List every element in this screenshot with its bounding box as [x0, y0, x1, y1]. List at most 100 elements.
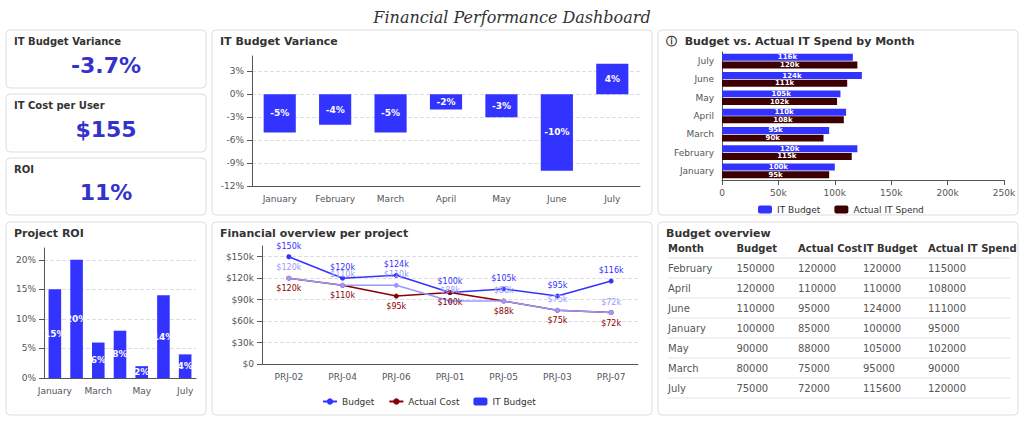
svg-text:$88k: $88k	[440, 286, 460, 295]
svg-text:$88k: $88k	[494, 307, 514, 316]
svg-text:PRJ-06: PRJ-06	[382, 372, 411, 382]
svg-text:110000: 110000	[863, 283, 901, 294]
svg-text:8%: 8%	[112, 349, 127, 359]
svg-text:$75k: $75k	[547, 316, 567, 325]
svg-text:111000: 111000	[928, 303, 966, 314]
svg-text:April: April	[668, 283, 691, 294]
svg-text:50k: 50k	[770, 188, 787, 198]
svg-text:Financial Performance Dashboar: Financial Performance Dashboard	[372, 8, 650, 27]
svg-text:Actual IT Spend: Actual IT Spend	[853, 205, 923, 215]
svg-text:$0: $0	[243, 359, 255, 369]
svg-text:95000: 95000	[863, 363, 895, 374]
svg-text:$95k: $95k	[386, 302, 406, 311]
svg-text:90000: 90000	[928, 363, 960, 374]
svg-text:5%: 5%	[22, 343, 37, 353]
svg-text:75000: 75000	[736, 383, 768, 394]
svg-text:$100k: $100k	[438, 298, 463, 307]
svg-text:14%: 14%	[153, 332, 175, 342]
svg-text:January: January	[262, 194, 298, 204]
svg-text:88000: 88000	[798, 343, 830, 354]
svg-text:85000: 85000	[798, 323, 830, 334]
svg-text:115600: 115600	[863, 383, 901, 394]
svg-text:$105k: $105k	[491, 274, 516, 283]
svg-text:July: July	[667, 383, 686, 394]
svg-text:$88k: $88k	[494, 286, 514, 295]
svg-text:20%: 20%	[66, 314, 88, 324]
svg-text:June: June	[546, 194, 567, 204]
svg-text:Actual IT Spend: Actual IT Spend	[928, 243, 1017, 254]
svg-text:0%: 0%	[22, 373, 37, 383]
svg-text:72000: 72000	[798, 383, 830, 394]
svg-text:IT Budget Variance: IT Budget Variance	[220, 35, 338, 48]
svg-text:-12%: -12%	[221, 181, 245, 191]
svg-text:$60k: $60k	[232, 316, 255, 326]
svg-text:$150k: $150k	[226, 252, 255, 262]
svg-text:Actual Cost: Actual Cost	[798, 243, 862, 254]
svg-text:111k: 111k	[775, 79, 795, 87]
svg-text:3%: 3%	[230, 66, 245, 76]
svg-text:110000: 110000	[798, 283, 836, 294]
svg-text:March: March	[687, 129, 714, 139]
svg-text:$72k: $72k	[601, 319, 621, 328]
svg-text:150k: 150k	[880, 188, 903, 198]
svg-text:-2%: -2%	[436, 97, 455, 107]
svg-text:PRJ-03: PRJ-03	[543, 372, 572, 382]
svg-text:$116k: $116k	[599, 266, 624, 275]
svg-text:95k: 95k	[768, 171, 783, 179]
svg-text:$150k: $150k	[276, 242, 301, 251]
svg-text:July: July	[697, 56, 715, 66]
svg-text:15%: 15%	[16, 284, 36, 294]
svg-text:April: April	[693, 111, 714, 121]
svg-text:120000: 120000	[863, 263, 901, 274]
svg-text:150000: 150000	[736, 263, 774, 274]
svg-text:IT Budget: IT Budget	[863, 243, 918, 254]
svg-text:-10%: -10%	[544, 127, 569, 137]
svg-text:10%: 10%	[16, 314, 36, 324]
svg-text:IT Budget Variance: IT Budget Variance	[14, 36, 121, 47]
svg-text:90k: 90k	[766, 134, 781, 142]
svg-text:110000: 110000	[736, 303, 774, 314]
svg-text:May: May	[695, 93, 714, 103]
svg-text:-3%: -3%	[492, 101, 511, 111]
svg-text:6%: 6%	[91, 355, 106, 365]
svg-text:-6%: -6%	[226, 135, 244, 145]
svg-text:Actual Cost: Actual Cost	[408, 397, 460, 407]
svg-text:2%: 2%	[134, 367, 149, 377]
svg-text:January: January	[37, 386, 73, 396]
svg-text:Project ROI: Project ROI	[14, 227, 84, 240]
svg-text:120000: 120000	[928, 383, 966, 394]
svg-text:April: April	[436, 194, 457, 204]
svg-text:95000: 95000	[798, 303, 830, 314]
svg-text:February: February	[315, 194, 356, 204]
svg-text:Month: Month	[668, 243, 704, 254]
svg-text:$72k: $72k	[601, 298, 621, 307]
svg-text:100000: 100000	[863, 323, 901, 334]
svg-text:0%: 0%	[230, 89, 245, 99]
svg-text:PRJ-05: PRJ-05	[489, 372, 518, 382]
svg-text:$110k: $110k	[384, 270, 409, 279]
svg-text:$90k: $90k	[232, 295, 255, 305]
svg-text:PRJ-07: PRJ-07	[597, 372, 626, 382]
svg-text:July: July	[603, 194, 621, 204]
svg-text:February: February	[674, 148, 715, 158]
svg-text:11%: 11%	[80, 180, 133, 205]
svg-text:120k: 120k	[780, 61, 800, 69]
svg-text:-5%: -5%	[381, 108, 400, 118]
svg-text:20%: 20%	[16, 255, 36, 265]
svg-text:$30k: $30k	[232, 338, 255, 348]
svg-text:115000: 115000	[928, 263, 966, 274]
svg-text:March: March	[377, 194, 404, 204]
svg-text:250k: 250k	[993, 188, 1016, 198]
svg-text:95000: 95000	[928, 323, 960, 334]
svg-text:$124k: $124k	[384, 260, 409, 269]
svg-text:90000: 90000	[736, 343, 768, 354]
svg-text:75000: 75000	[798, 363, 830, 374]
svg-text:$95k: $95k	[547, 281, 567, 290]
svg-text:ROI: ROI	[14, 164, 34, 175]
svg-text:March: March	[85, 386, 112, 396]
svg-text:-3%: -3%	[226, 112, 244, 122]
svg-text:$110k: $110k	[330, 270, 355, 279]
svg-text:June: June	[667, 303, 690, 314]
svg-text:$120k: $120k	[276, 263, 301, 272]
svg-text:July: July	[176, 386, 194, 396]
